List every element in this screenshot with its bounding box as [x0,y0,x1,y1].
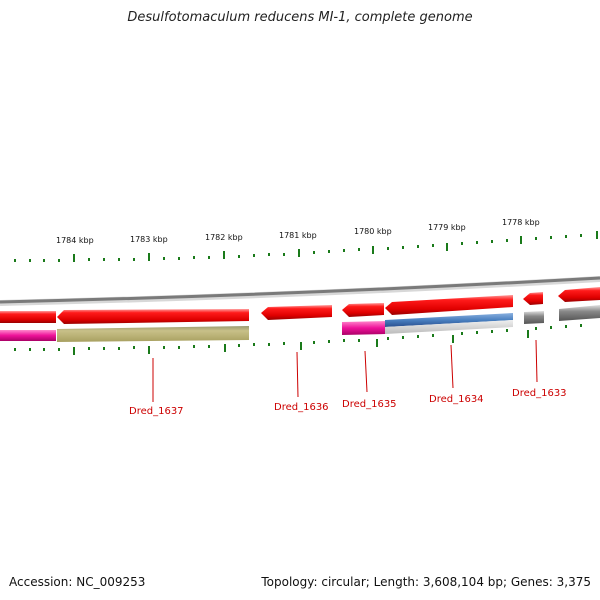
feature-blue[interactable] [385,313,513,327]
feature-magenta-left[interactable] [0,330,56,341]
kbp-label-1784: 1784 kbp [56,236,94,245]
kbp-label-1779: 1779 kbp [428,223,466,232]
gene-arrow-right-edge[interactable] [558,287,600,302]
gene-label-dred-1635[interactable]: Dred_1635 [342,399,397,410]
kbp-label-1782: 1782 kbp [205,233,243,242]
leader-dred-1635 [364,350,368,393]
kbp-label-1780: 1780 kbp [354,227,392,236]
feature-light-gray[interactable] [385,320,513,334]
gene-label-dred-1636[interactable]: Dred_1636 [274,402,329,413]
bottom-minor-ticks [14,324,582,351]
kbp-label-1781: 1781 kbp [279,231,317,240]
gene-arrow-dred-1636[interactable] [261,305,332,320]
gene-track [0,287,600,324]
gene-arrow-left-edge[interactable] [0,311,56,323]
gene-arrow-dred-1634[interactable] [385,295,513,315]
gene-label-dred-1637[interactable]: Dred_1637 [129,406,184,417]
genome-title: Desulfotomaculum reducens MI-1, complete… [127,10,473,25]
genome-backbone [0,276,600,304]
feature-magenta-mid[interactable] [342,321,385,335]
gene-arrow-dred-1633[interactable] [523,292,543,305]
top-minor-ticks [14,234,582,262]
gene-arrow-dred-1635[interactable] [342,303,384,317]
gene-label-dred-1633[interactable]: Dred_1633 [512,388,567,399]
gene-label-dred-1634[interactable]: Dred_1634 [429,394,484,405]
kbp-label-1783: 1783 kbp [130,235,168,244]
feature-gray-right[interactable] [559,305,600,321]
gene-leader-lines [152,339,538,402]
genome-summary-text: Topology: circular; Length: 3,608,104 bp… [261,575,591,589]
accession-text: Accession: NC_009253 [9,575,146,589]
gene-arrow-dred-1637[interactable] [57,309,249,324]
feature-track [0,305,600,342]
leader-dred-1633 [535,339,538,383]
bottom-major-ticks [73,330,529,355]
feature-gray-small[interactable] [524,311,544,324]
kbp-label-1778: 1778 kbp [502,218,540,227]
feature-olive[interactable] [57,326,249,342]
leader-dred-1634 [450,344,454,389]
top-major-ticks [73,231,598,262]
bottom-ruler [14,324,582,355]
top-ruler: 1784 kbp 1783 kbp 1782 kbp 1781 kbp 1780… [14,218,598,262]
leader-dred-1636 [296,351,299,398]
